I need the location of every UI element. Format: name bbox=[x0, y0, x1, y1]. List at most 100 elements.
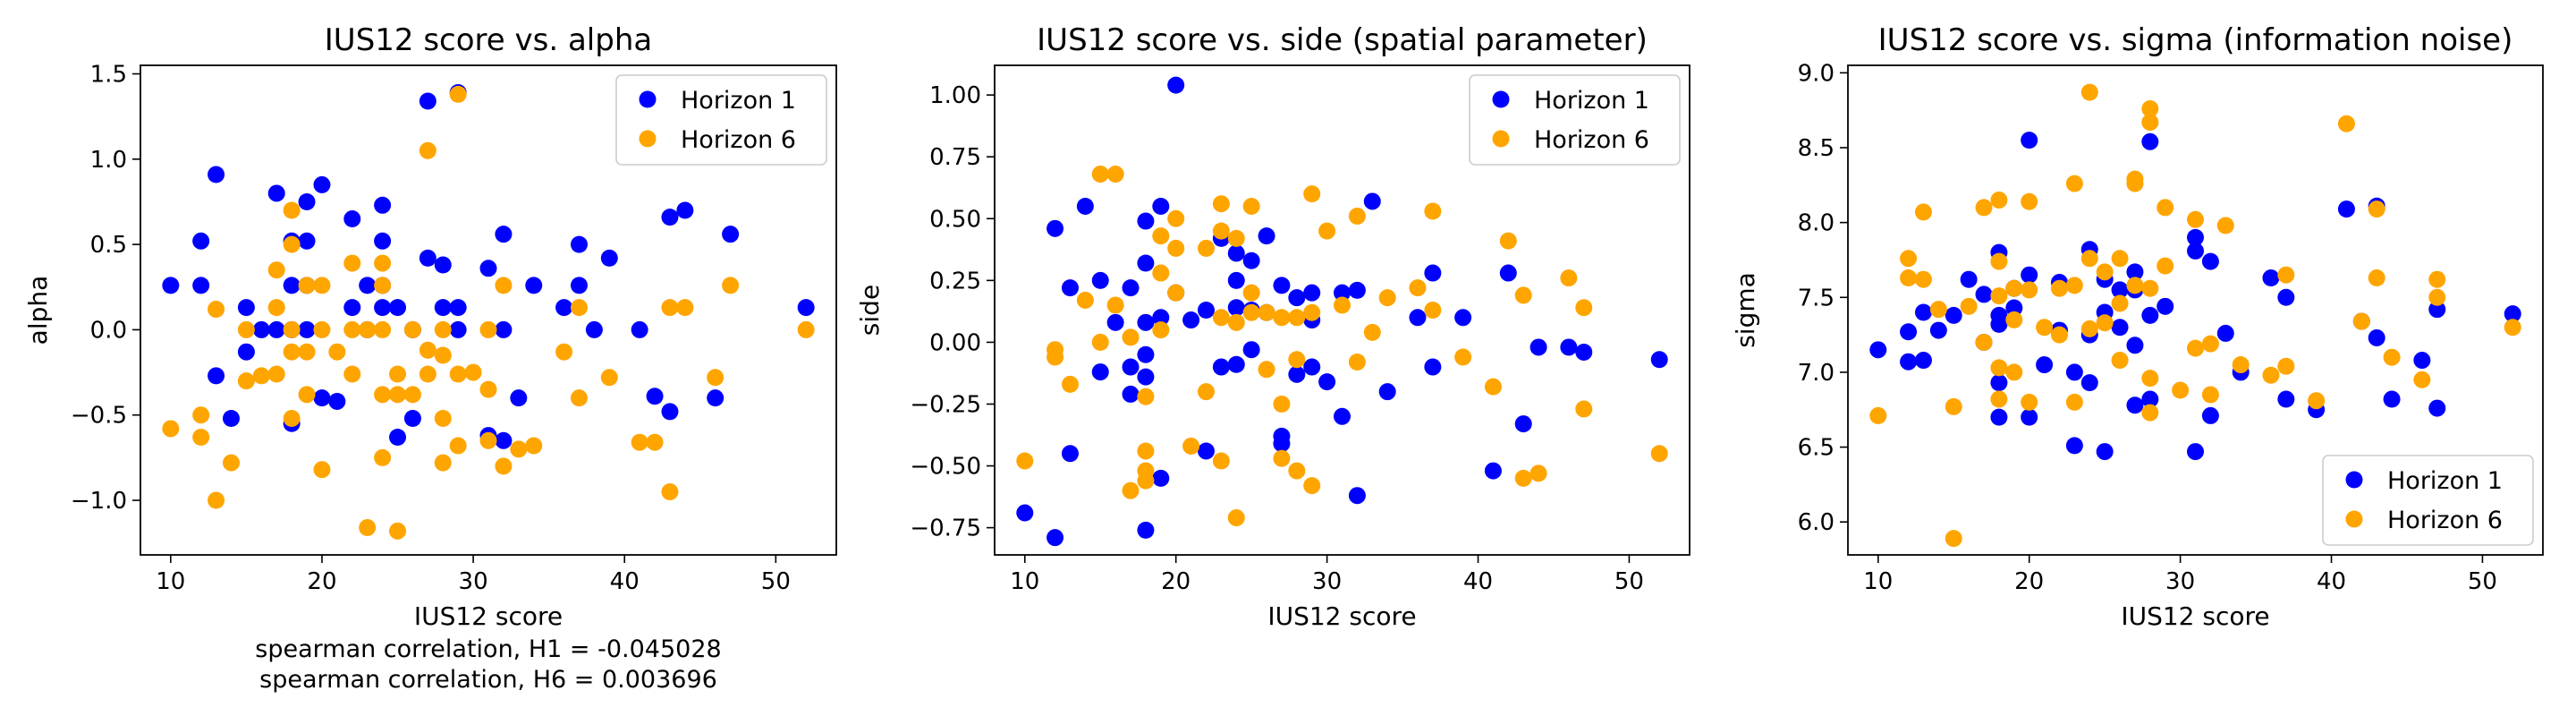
x-axis-label: IUS12 score bbox=[2121, 601, 2269, 631]
data-point bbox=[2005, 279, 2023, 297]
data-point bbox=[1076, 291, 1094, 309]
x-tick-label: 30 bbox=[1312, 568, 1342, 595]
data-point bbox=[1137, 212, 1155, 230]
data-point bbox=[2141, 100, 2159, 118]
data-point bbox=[2277, 390, 2295, 408]
data-point bbox=[1514, 415, 1532, 433]
data-point bbox=[1167, 209, 1185, 227]
data-point bbox=[2111, 294, 2129, 312]
data-point bbox=[2096, 314, 2114, 332]
panel-sigma: IUS12 score vs. sigma (information noise… bbox=[1731, 22, 2544, 631]
data-point bbox=[2216, 324, 2234, 342]
data-point bbox=[2111, 319, 2129, 337]
data-point bbox=[434, 346, 452, 364]
data-point bbox=[1990, 359, 2008, 377]
data-point bbox=[510, 440, 528, 458]
data-point bbox=[2021, 192, 2038, 210]
data-point bbox=[389, 299, 407, 317]
data-point bbox=[1152, 264, 1170, 282]
data-point bbox=[267, 299, 285, 317]
data-point bbox=[2126, 263, 2144, 281]
data-point bbox=[1975, 333, 1993, 351]
x-tick-label: 20 bbox=[2014, 568, 2044, 595]
data-point bbox=[2036, 319, 2054, 337]
data-point bbox=[419, 365, 436, 383]
data-point bbox=[600, 249, 618, 267]
data-point bbox=[2141, 404, 2159, 422]
data-point bbox=[1424, 202, 1442, 220]
x-tick-label: 50 bbox=[1614, 568, 1644, 595]
data-point bbox=[676, 201, 694, 219]
data-point bbox=[1212, 358, 1230, 376]
y-tick-label: −0.50 bbox=[910, 454, 981, 481]
y-tick-label: 9.0 bbox=[1798, 60, 1835, 87]
data-point bbox=[2065, 277, 2083, 294]
data-point bbox=[1334, 407, 1351, 425]
data-point bbox=[1137, 345, 1155, 363]
data-point bbox=[343, 365, 361, 383]
x-tick-label: 50 bbox=[2468, 568, 2497, 595]
data-point bbox=[449, 299, 467, 317]
chart-title: IUS12 score vs. alpha bbox=[325, 22, 652, 58]
data-point bbox=[2005, 363, 2023, 381]
data-point bbox=[298, 277, 316, 294]
data-point bbox=[2277, 266, 2295, 284]
legend-box bbox=[615, 74, 827, 166]
data-point bbox=[1960, 297, 1978, 315]
data-point bbox=[722, 226, 740, 243]
data-point bbox=[1514, 286, 1532, 304]
data-point bbox=[208, 166, 225, 183]
legend-label: Horizon 1 bbox=[1534, 87, 1649, 115]
legend-label: Horizon 6 bbox=[2387, 507, 2503, 534]
data-point bbox=[1303, 185, 1321, 203]
data-point bbox=[2187, 228, 2204, 246]
data-point bbox=[359, 320, 377, 338]
data-point bbox=[2021, 281, 2038, 299]
legend-label: Horizon 1 bbox=[2387, 467, 2503, 495]
data-point bbox=[1560, 338, 1578, 356]
data-point bbox=[1303, 477, 1321, 495]
x-tick-label: 10 bbox=[1863, 568, 1893, 595]
data-point bbox=[2232, 356, 2250, 374]
data-point bbox=[1227, 271, 1245, 289]
data-point bbox=[2021, 266, 2038, 284]
data-point bbox=[2141, 132, 2159, 150]
data-point bbox=[2065, 175, 2083, 192]
data-point bbox=[722, 277, 740, 294]
y-tick-label: 0.5 bbox=[90, 232, 127, 259]
data-point bbox=[661, 299, 679, 317]
data-point bbox=[1990, 390, 2008, 408]
data-point bbox=[1424, 358, 1442, 376]
data-point bbox=[2201, 335, 2219, 353]
data-point bbox=[449, 365, 467, 383]
data-point bbox=[403, 410, 421, 428]
data-point bbox=[389, 386, 407, 404]
data-point bbox=[2383, 390, 2401, 408]
data-point bbox=[1869, 341, 1887, 359]
correlation-caption: spearman correlation, H1 = -0.045028 bbox=[255, 635, 721, 663]
data-point bbox=[222, 410, 240, 428]
y-tick-label: 0.0 bbox=[90, 317, 127, 344]
legend-marker bbox=[1492, 130, 1510, 148]
data-point bbox=[1424, 264, 1442, 282]
plot-frame bbox=[994, 64, 1690, 556]
data-point bbox=[237, 299, 255, 317]
data-point bbox=[1318, 373, 1336, 391]
data-point bbox=[1363, 323, 1381, 341]
data-point bbox=[2080, 83, 2098, 101]
data-point bbox=[1348, 487, 1366, 505]
data-point bbox=[1348, 208, 1366, 226]
data-point bbox=[1137, 442, 1155, 460]
data-point bbox=[1152, 197, 1170, 215]
data-point bbox=[2172, 381, 2190, 399]
data-point bbox=[1046, 529, 1064, 547]
y-tick-label: 0.75 bbox=[929, 144, 981, 171]
legend-marker bbox=[639, 90, 657, 108]
data-point bbox=[419, 341, 436, 359]
y-tick-label: 1.00 bbox=[929, 82, 981, 109]
data-point bbox=[1046, 348, 1064, 366]
data-point bbox=[298, 386, 316, 404]
data-point bbox=[1273, 309, 1291, 327]
data-point bbox=[1242, 251, 1260, 269]
data-point bbox=[1499, 264, 1517, 282]
